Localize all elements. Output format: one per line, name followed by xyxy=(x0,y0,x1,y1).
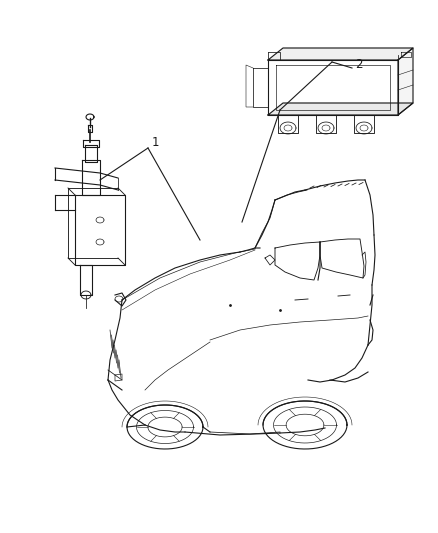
Text: 2: 2 xyxy=(355,59,363,71)
Text: 1: 1 xyxy=(152,136,159,149)
Polygon shape xyxy=(268,103,413,115)
Polygon shape xyxy=(268,48,413,60)
Polygon shape xyxy=(398,48,413,115)
